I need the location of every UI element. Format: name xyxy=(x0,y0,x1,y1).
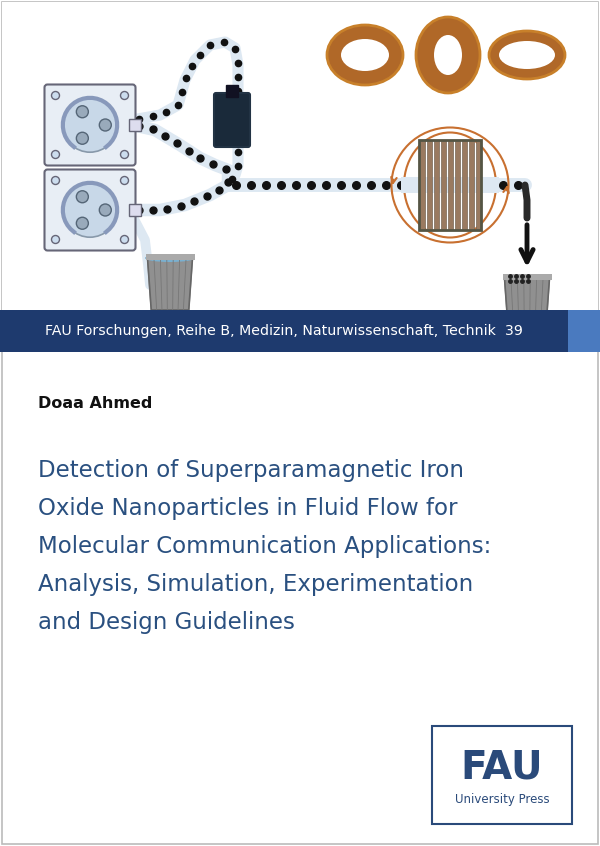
Polygon shape xyxy=(148,258,193,310)
Circle shape xyxy=(63,183,117,237)
Ellipse shape xyxy=(499,41,555,69)
Circle shape xyxy=(76,132,88,145)
Bar xyxy=(419,140,481,230)
Circle shape xyxy=(52,177,59,184)
Circle shape xyxy=(121,91,128,100)
Ellipse shape xyxy=(327,25,403,85)
Bar xyxy=(128,119,140,131)
Text: Detection of Superparamagnetic Iron: Detection of Superparamagnetic Iron xyxy=(38,459,464,482)
Circle shape xyxy=(121,177,128,184)
Circle shape xyxy=(100,204,112,216)
Ellipse shape xyxy=(341,39,389,71)
Circle shape xyxy=(52,91,59,100)
Bar xyxy=(226,85,238,97)
Text: Analysis, Simulation, Experimentation: Analysis, Simulation, Experimentation xyxy=(38,573,473,596)
Circle shape xyxy=(121,151,128,158)
Text: Oxide Nanoparticles in Fluid Flow for: Oxide Nanoparticles in Fluid Flow for xyxy=(38,497,458,520)
Bar xyxy=(427,140,431,230)
Circle shape xyxy=(100,119,112,131)
Text: FAU: FAU xyxy=(461,748,544,786)
Circle shape xyxy=(76,190,88,203)
Text: Molecular Communication Applications:: Molecular Communication Applications: xyxy=(38,535,491,558)
Circle shape xyxy=(52,151,59,158)
Ellipse shape xyxy=(145,254,195,262)
FancyBboxPatch shape xyxy=(432,726,572,824)
FancyBboxPatch shape xyxy=(44,85,136,166)
Ellipse shape xyxy=(489,31,565,79)
Bar xyxy=(128,204,140,216)
Text: Doaa Ahmed: Doaa Ahmed xyxy=(38,396,152,411)
Bar xyxy=(440,140,445,230)
Bar xyxy=(448,140,452,230)
Bar xyxy=(568,310,600,352)
Bar xyxy=(146,254,194,260)
Circle shape xyxy=(76,106,88,118)
Bar xyxy=(461,140,467,230)
Bar xyxy=(401,177,499,193)
Circle shape xyxy=(76,217,88,229)
Bar xyxy=(0,310,568,352)
Text: University Press: University Press xyxy=(455,793,550,806)
Ellipse shape xyxy=(416,17,480,93)
Polygon shape xyxy=(505,278,550,330)
Ellipse shape xyxy=(434,35,462,75)
Bar xyxy=(2,2,598,310)
Bar xyxy=(503,274,551,280)
Text: and Design Guidelines: and Design Guidelines xyxy=(38,611,295,634)
Bar xyxy=(455,140,460,230)
Bar xyxy=(433,140,439,230)
Circle shape xyxy=(63,98,117,152)
Circle shape xyxy=(121,235,128,244)
Bar xyxy=(476,140,481,230)
FancyBboxPatch shape xyxy=(214,93,250,147)
Circle shape xyxy=(52,235,59,244)
Bar xyxy=(469,140,473,230)
Text: FAU Forschungen, Reihe B, Medizin, Naturwissenschaft, Technik  39: FAU Forschungen, Reihe B, Medizin, Natur… xyxy=(45,324,523,338)
FancyBboxPatch shape xyxy=(44,169,136,250)
Bar xyxy=(419,140,425,230)
